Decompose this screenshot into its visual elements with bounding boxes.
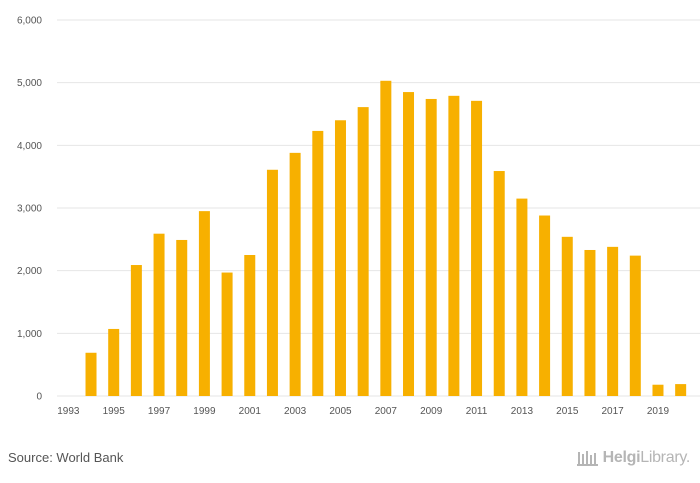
grid-lines bbox=[57, 19, 700, 397]
watermark-brand: Helgi bbox=[602, 449, 641, 466]
bar-2018[interactable] bbox=[629, 255, 641, 396]
x-tick-label: 2011 bbox=[466, 406, 488, 417]
bar-1998[interactable] bbox=[176, 239, 188, 396]
bar-2008[interactable] bbox=[403, 92, 415, 397]
x-tick-label: 1993 bbox=[57, 406, 80, 417]
bar-2010[interactable] bbox=[448, 95, 460, 397]
bar-1994[interactable] bbox=[85, 352, 97, 396]
bars bbox=[85, 80, 687, 397]
bar-2014[interactable] bbox=[539, 215, 551, 396]
bar-2000[interactable] bbox=[221, 272, 233, 396]
bar-2006[interactable] bbox=[357, 107, 369, 397]
bar-2005[interactable] bbox=[334, 120, 346, 397]
x-tick-label: 2005 bbox=[329, 406, 352, 417]
bar-2011[interactable] bbox=[471, 100, 483, 396]
x-tick-label: 2019 bbox=[647, 406, 670, 417]
bar-2003[interactable] bbox=[289, 152, 301, 396]
x-axis-ticks: 1993 1995 1997 1999 2001 2003 2005 2007 2009 2011… bbox=[57, 406, 669, 417]
bar-2019[interactable] bbox=[652, 384, 664, 396]
y-axis-ticks: 0 1,000 2,000 3,000 4,000 5,000 6,000 bbox=[17, 16, 42, 403]
y-tick-label: 0 bbox=[36, 392, 42, 403]
x-tick-label: 2017 bbox=[602, 406, 625, 417]
bar-1999[interactable] bbox=[198, 211, 210, 396]
bar-2004[interactable] bbox=[312, 130, 324, 397]
x-tick-label: 2001 bbox=[239, 406, 262, 417]
bar-2016[interactable] bbox=[584, 249, 596, 396]
bar-2009[interactable] bbox=[425, 98, 437, 397]
y-tick-label: 5,000 bbox=[17, 78, 42, 89]
bar-1996[interactable] bbox=[130, 265, 142, 396]
source-note: Source: World Bank bbox=[8, 450, 124, 465]
x-tick-label: 1995 bbox=[103, 406, 126, 417]
bar-2013[interactable] bbox=[516, 198, 528, 396]
x-tick-label: 2013 bbox=[511, 406, 534, 417]
bar-2020[interactable] bbox=[675, 384, 687, 396]
x-tick-label: 1999 bbox=[193, 406, 216, 417]
y-tick-label: 1,000 bbox=[17, 329, 42, 340]
bar-1997[interactable] bbox=[153, 233, 165, 396]
y-tick-label: 4,000 bbox=[17, 141, 42, 152]
bar-2007[interactable] bbox=[380, 80, 392, 396]
x-tick-label: 2009 bbox=[420, 406, 443, 417]
y-tick-label: 6,000 bbox=[17, 16, 42, 27]
bar-2017[interactable] bbox=[607, 246, 619, 396]
bar-2001[interactable] bbox=[244, 255, 256, 396]
bar-2015[interactable] bbox=[561, 236, 573, 396]
x-tick-label: 2003 bbox=[284, 406, 307, 417]
y-tick-label: 3,000 bbox=[17, 204, 42, 215]
y-tick-label: 2,000 bbox=[17, 266, 42, 277]
watermark-rest: Library. bbox=[640, 449, 690, 466]
bar-2012[interactable] bbox=[493, 171, 505, 396]
watermark-logo: HelgiLibrary. bbox=[576, 449, 690, 467]
x-tick-label: 2007 bbox=[375, 406, 398, 417]
x-tick-label: 2015 bbox=[556, 406, 579, 417]
x-tick-label: 1997 bbox=[148, 406, 171, 417]
library-columns-icon bbox=[576, 451, 598, 466]
bar-1995[interactable] bbox=[108, 328, 120, 396]
bar-2002[interactable] bbox=[266, 169, 278, 396]
